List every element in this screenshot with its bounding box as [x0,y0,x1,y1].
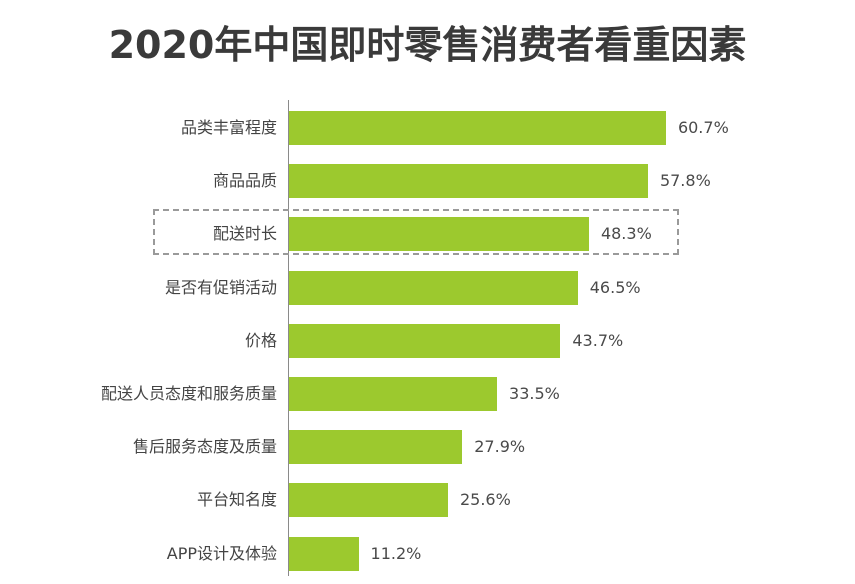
category-label: 是否有促销活动 [164,277,277,297]
bar [289,270,578,305]
value-label: 25.6% [459,490,511,510]
value-label: 46.5% [589,277,641,297]
bar-row: 配送时长 48.3% [0,217,855,252]
bar-row: 配送人员态度和服务质量 33.5% [0,377,855,411]
bar [289,111,666,145]
category-label: APP设计及体验 [166,543,277,563]
bar [289,536,359,571]
bar [289,483,448,518]
y-axis-line [288,100,289,576]
bar-row: 价格 43.7% [0,323,855,358]
category-label: 平台知名度 [196,490,277,510]
category-label: 配送时长 [212,224,277,244]
value-label: 60.7% [677,118,729,137]
chart-title: 2020年中国即时零售消费者看重因素 [108,23,747,67]
bar-row: 品类丰富程度 60.7% [0,111,855,145]
value-label: 11.2% [370,543,422,563]
bar-row: APP设计及体验 11.2% [0,536,855,571]
bar [289,164,648,199]
bar [289,217,589,252]
bar-row: 是否有促销活动 46.5% [0,270,855,305]
bar [289,377,498,411]
category-label: 品类丰富程度 [180,118,277,137]
bar-row: 平台知名度 25.6% [0,483,855,518]
value-label: 27.9% [474,437,526,457]
value-label: 33.5% [509,384,560,403]
category-label: 售后服务态度及质量 [132,437,277,457]
bar-row: 商品品质 57.8% [0,164,855,199]
category-label: 商品品质 [212,171,277,191]
highlight-box [153,209,679,255]
value-label: 48.3% [600,224,652,244]
category-label: 配送人员态度和服务质量 [100,384,277,403]
bar-row: 售后服务态度及质量 27.9% [0,430,855,465]
bar [289,430,463,465]
value-label: 43.7% [572,330,624,350]
category-label: 价格 [244,330,277,350]
bar [289,323,561,358]
value-label: 57.8% [659,171,711,191]
